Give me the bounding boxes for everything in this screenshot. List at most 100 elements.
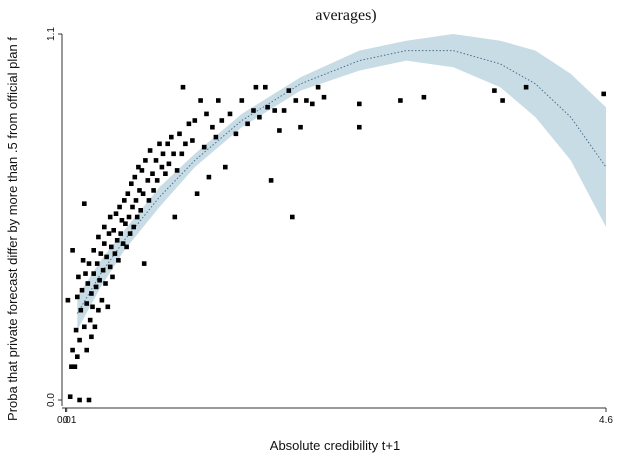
scatter-point: [183, 141, 188, 147]
scatter-point: [79, 287, 85, 293]
x-tick-label: 0.01: [57, 415, 77, 426]
scatter-point: [154, 178, 160, 183]
scatter-point: [75, 354, 80, 359]
scatter-point: [180, 84, 186, 90]
scatter-point: [153, 158, 159, 163]
scatter-point: [120, 241, 126, 246]
scatter-point: [265, 104, 270, 110]
scatter-point: [65, 297, 71, 303]
scatter-point: [92, 324, 98, 330]
scatter-point: [82, 201, 87, 206]
scatter-point: [106, 231, 112, 236]
scatter-point: [147, 148, 153, 153]
scatter-point: [206, 174, 212, 180]
y-tick-label: 0.0: [46, 393, 57, 407]
chart-title: averages): [315, 7, 376, 24]
confidence-band-layer: [77, 34, 607, 331]
confidence-band: [77, 34, 607, 331]
scatter-point: [239, 98, 245, 103]
scatter-point: [139, 168, 145, 173]
scatter-point: [143, 158, 148, 163]
scatter-point: [134, 214, 140, 220]
scatter-point: [146, 198, 152, 203]
y-axis-label: Proba that private forecast differ by mo…: [5, 37, 20, 421]
scatter-point: [293, 98, 299, 103]
axes-layer: 0.0 1.1 00.01 4.6: [46, 27, 613, 426]
scatter-point: [177, 131, 182, 137]
scatter-point: [113, 211, 119, 216]
scatter-point: [186, 121, 192, 127]
scatter-point: [98, 251, 104, 256]
scatter-point: [77, 397, 82, 403]
scatter-point: [174, 168, 180, 173]
scatter-point: [298, 124, 303, 130]
scatter-point: [133, 198, 139, 203]
scatter-point: [286, 88, 292, 93]
scatter-point: [138, 208, 143, 213]
scatter-point: [163, 171, 168, 176]
scatter-point: [123, 221, 128, 226]
scatter-point: [70, 347, 75, 353]
scatter-point: [140, 191, 146, 196]
scatter-point: [421, 94, 427, 100]
scatter-point: [204, 111, 209, 117]
scatter-point: [84, 301, 89, 306]
scatter-point: [190, 138, 195, 143]
scatter-point: [245, 121, 250, 127]
scatter-point: [99, 297, 105, 303]
scatter-point: [263, 84, 268, 90]
scatter-points-layer: [65, 84, 606, 403]
scatter-point: [125, 191, 131, 196]
scatter-point: [111, 228, 116, 233]
scatter-point: [96, 307, 101, 313]
scatter-point: [72, 364, 78, 369]
scatter-point: [315, 84, 321, 90]
scatter-point: [102, 241, 107, 246]
scatter-point: [268, 178, 274, 183]
scatter-point: [213, 134, 219, 140]
scatter-point: [179, 151, 185, 157]
scatter-point: [80, 258, 86, 263]
scatter-point: [119, 218, 125, 223]
scatter-point: [194, 191, 200, 196]
scatter-point: [129, 181, 134, 186]
scatter-point: [73, 327, 79, 333]
scatter-point: [601, 91, 606, 97]
scatter-point: [127, 231, 133, 236]
scatter-point: [107, 264, 113, 270]
scatter-point: [94, 261, 100, 266]
scatter-point: [77, 337, 82, 343]
scatter-point: [89, 334, 94, 340]
scatter-point: [86, 397, 92, 403]
y-tick-label: 1.1: [46, 27, 57, 41]
scatter-point: [165, 141, 170, 147]
scatter-point: [76, 274, 81, 280]
scatter-point: [116, 258, 121, 263]
scatter-point: [310, 101, 315, 107]
scatter-point: [110, 274, 115, 280]
scatter-point: [126, 214, 132, 220]
x-tick-label: 0: [63, 415, 69, 426]
scatter-point: [160, 151, 166, 157]
scatter-point: [85, 281, 91, 286]
scatter-point: [159, 164, 165, 170]
scatter-point: [122, 198, 127, 203]
scatter-point: [114, 238, 120, 243]
scatter-point: [492, 88, 497, 93]
scatter-point: [171, 151, 176, 157]
scatter-point: [227, 111, 233, 117]
scatter-point: [141, 261, 147, 266]
scatter-point: [100, 267, 106, 273]
scatter-point: [87, 317, 93, 323]
scatter-point: [83, 271, 88, 276]
scatter-point: [357, 124, 362, 130]
scatter-point: [523, 84, 529, 90]
scatter-point: [253, 84, 259, 90]
scatter-point: [201, 144, 207, 150]
scatter-point: [257, 114, 262, 120]
scatter-point: [69, 364, 74, 369]
scatter-point: [304, 98, 309, 103]
scatter-point: [78, 307, 84, 313]
x-axis-label: Absolute credibility t+1: [270, 438, 400, 453]
